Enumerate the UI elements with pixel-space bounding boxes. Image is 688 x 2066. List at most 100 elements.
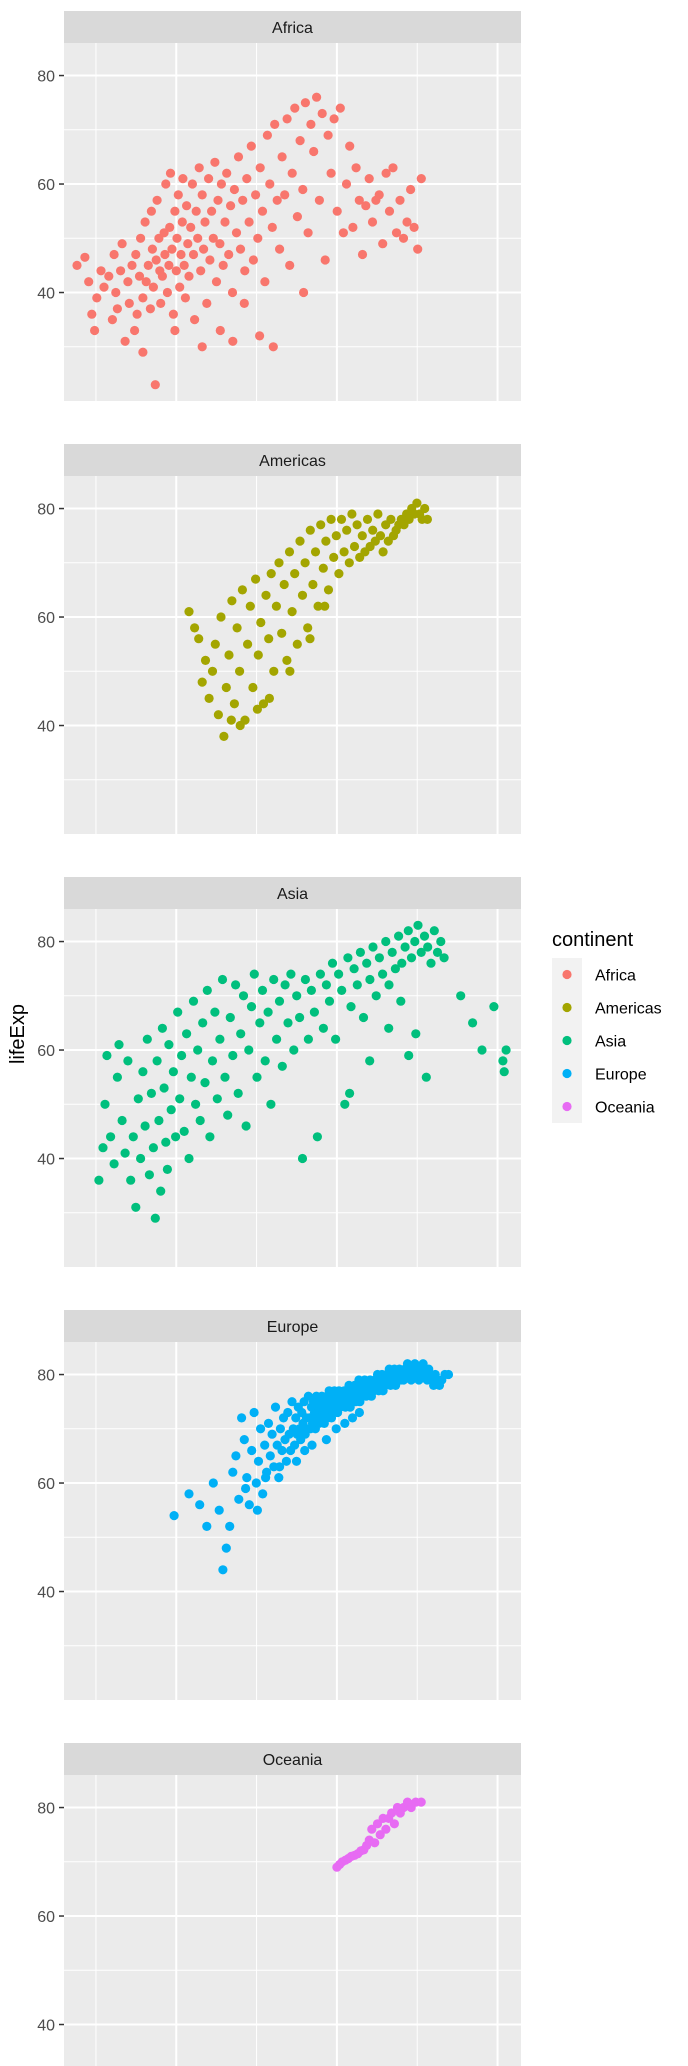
legend-label: Oceania: [595, 1100, 655, 1117]
data-point: [436, 936, 446, 947]
data-point: [323, 585, 334, 595]
data-point: [339, 547, 349, 557]
data-point: [117, 239, 127, 249]
data-point: [269, 974, 279, 985]
data-point: [159, 1083, 169, 1093]
data-point: [374, 953, 384, 963]
data-point: [404, 1050, 414, 1061]
data-point: [285, 666, 295, 676]
data-point: [253, 650, 263, 660]
data-point: [295, 136, 305, 146]
data-point: [305, 525, 315, 535]
data-point: [280, 190, 290, 200]
data-point: [162, 1164, 172, 1174]
data-point: [102, 1050, 112, 1061]
data-point: [443, 1369, 454, 1380]
data-point: [236, 1029, 246, 1039]
data-point: [235, 666, 245, 676]
data-point: [349, 541, 360, 552]
data-point: [90, 325, 100, 336]
panel-background: [64, 1342, 521, 1700]
data-point: [126, 1175, 136, 1185]
data-point: [342, 525, 352, 535]
data-point: [295, 536, 305, 546]
data-point: [283, 1018, 293, 1028]
legend: continent Africa Americas Asia Europe Oceani…: [552, 929, 662, 1123]
data-point: [265, 1451, 275, 1461]
data-point: [217, 974, 228, 985]
data-point: [305, 634, 315, 644]
data-point: [300, 1445, 310, 1456]
data-point: [138, 293, 148, 303]
data-point: [309, 146, 319, 157]
data-point: [141, 277, 151, 287]
data-point: [351, 163, 361, 173]
data-point: [241, 1121, 251, 1131]
data-point: [165, 222, 175, 232]
data-point: [251, 190, 261, 200]
data-point: [300, 974, 310, 985]
data-point: [378, 239, 388, 249]
data-point: [277, 1445, 287, 1456]
data-point: [253, 233, 263, 243]
facet-strip: [64, 11, 521, 43]
data-point: [354, 195, 364, 205]
data-point: [326, 168, 336, 178]
data-point: [348, 222, 358, 232]
data-point: [237, 1413, 247, 1423]
data-point: [395, 195, 405, 205]
legend-label: Asia: [595, 1034, 626, 1051]
data-point: [128, 1132, 138, 1142]
data-point: [274, 996, 285, 1006]
data-point: [134, 271, 145, 281]
data-point: [239, 298, 249, 308]
data-point: [257, 206, 268, 216]
data-point: [197, 190, 207, 200]
data-point: [249, 1407, 259, 1418]
data-point: [241, 1483, 251, 1494]
data-point: [193, 1045, 203, 1055]
data-point: [313, 601, 323, 611]
data-point: [191, 1099, 201, 1109]
data-point: [423, 942, 433, 952]
data-point: [303, 623, 313, 633]
data-point: [133, 1094, 143, 1104]
data-point: [120, 1148, 130, 1158]
data-point: [420, 503, 430, 514]
data-point: [196, 266, 206, 276]
data-point: [223, 1110, 233, 1120]
facet-strip: [64, 1743, 521, 1775]
data-point: [182, 1029, 192, 1039]
data-point: [283, 1407, 293, 1418]
data-point: [202, 985, 212, 996]
data-point: [429, 926, 439, 936]
data-point: [193, 233, 203, 243]
data-point: [300, 558, 310, 568]
panel-background: [64, 43, 521, 401]
data-point: [248, 682, 258, 693]
data-point: [338, 228, 348, 238]
data-point: [335, 103, 345, 113]
data-point: [221, 1543, 231, 1553]
data-point: [298, 184, 308, 195]
data-point: [239, 1435, 249, 1445]
data-point: [200, 1078, 210, 1088]
data-point: [147, 244, 157, 254]
data-point: [336, 514, 347, 525]
data-point: [218, 260, 228, 270]
data-point: [225, 1521, 235, 1531]
data-point: [244, 1500, 254, 1510]
data-point: [287, 607, 297, 617]
y-tick-label: 80: [37, 69, 55, 86]
data-point: [145, 304, 155, 314]
data-point: [107, 315, 117, 325]
data-point: [233, 152, 244, 162]
data-point: [279, 579, 289, 590]
data-point: [211, 277, 222, 287]
data-point: [186, 222, 196, 232]
data-point: [199, 244, 209, 254]
data-point: [231, 1451, 241, 1461]
y-tick-label: 60: [37, 177, 55, 194]
data-point: [402, 217, 412, 227]
data-point: [266, 1099, 276, 1109]
